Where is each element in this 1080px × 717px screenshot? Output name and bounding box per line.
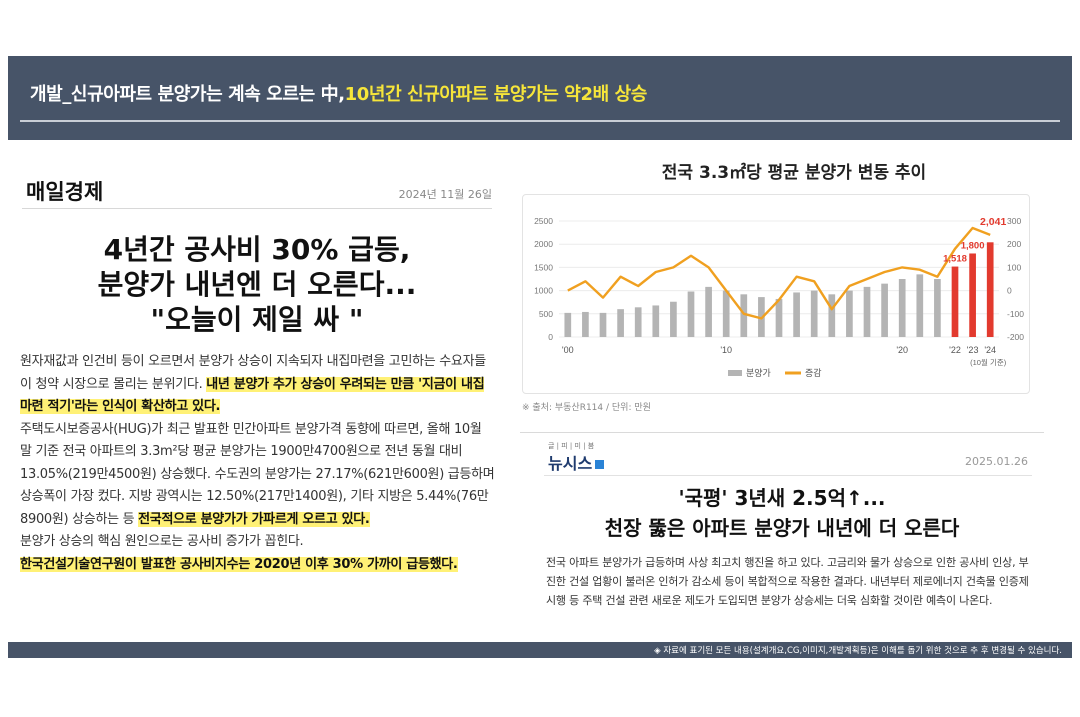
- price-bar: [740, 294, 748, 337]
- headline-line-1: '국평' 3년새 2.5억↑...: [678, 486, 886, 510]
- logo-square-icon: [595, 460, 605, 469]
- price-bar: [775, 298, 783, 337]
- header-divider: [544, 475, 1032, 476]
- legend-bar-label: 분양가: [746, 368, 771, 378]
- article-date: 2024년 11월 26일: [398, 188, 492, 201]
- price-bar: [670, 301, 677, 337]
- title-banner: 개발_신규아파트 분양가는 계속 오르는 中,10년간 신규아파트 분양가는 약…: [8, 56, 1072, 140]
- headline-line-2: 분양가 내년엔 더 오른다...: [97, 268, 417, 301]
- body-sentence: 주택도시보증공사(HUG)가 최근 발표한 민간아파트 분양가격 동향에 따르면…: [20, 421, 495, 527]
- price-bar: [810, 290, 818, 337]
- chart-title: 전국 3.3㎡당 평균 분양가 변동 추이: [661, 163, 927, 183]
- right-axis-tick-label: -100: [1007, 309, 1024, 319]
- banner-title-main: 개발_신규아파트 분양가는 계속 오르는 中,: [30, 84, 345, 105]
- price-bar: [687, 291, 695, 337]
- price-bar: [934, 279, 941, 337]
- data-label: 2,041: [980, 216, 1006, 228]
- article-headline: 4년간 공사비 30% 급등, 분양가 내년엔 더 오른다... "오늘이 제일…: [12, 232, 502, 337]
- price-trend-chart: 0 500 1000 1500 2000 2500 -200 -100 0 100 200 300 1,…: [534, 216, 1024, 378]
- logo-tagline: 글 | 피 | 미 | 붐: [548, 442, 595, 450]
- right-axis-tick-label: 0: [1007, 286, 1012, 296]
- left-axis-tick-label: 1000: [534, 286, 553, 296]
- x-axis-tick-label: '00: [562, 345, 574, 355]
- article-date: 2025.01.26: [965, 455, 1028, 468]
- x-axis-tick-label: '24: [984, 345, 996, 355]
- headline-line-2: 천장 뚫은 아파트 분양가 내년에 더 오른다: [604, 516, 960, 540]
- left-axis-tick-label: 0: [548, 332, 553, 342]
- price-bar: [705, 286, 712, 337]
- left-axis-tick-label: 2500: [534, 216, 553, 226]
- news-clipping-maeil: 매일경제 2024년 11월 26일 4년간 공사비 30% 급등, 분양가 내…: [12, 160, 502, 632]
- price-bar: [828, 294, 836, 337]
- price-bar: [881, 283, 888, 337]
- banner-title-highlight: 10년간 신규아파트 분양가는 약2배 상승: [344, 84, 648, 105]
- chart-source: ※ 출처: 부동산R114 / 단위: 만원: [522, 403, 651, 413]
- footer-bar: ◈ 자료에 표기된 모든 내용(설계개요,CG,이미지,개발계획등)은 이해를 …: [8, 642, 1072, 658]
- newspaper-logo-text: 뉴시스: [548, 454, 593, 473]
- price-bar: [582, 311, 589, 337]
- price-bar: [722, 290, 730, 337]
- price-bar: [564, 312, 572, 337]
- price-bar: [599, 312, 607, 337]
- x-axis-note: (10월 기준): [970, 357, 1007, 367]
- article-headline: '국평' 3년새 2.5억↑... 천장 뚫은 아파트 분양가 내년에 더 오른…: [520, 483, 1044, 543]
- right-axis-tick-label: -200: [1007, 332, 1024, 342]
- x-axis-tick-label: '23: [967, 345, 979, 355]
- disclaimer-note: ◈ 자료에 표기된 모든 내용(설계개요,CG,이미지,개발계획등)은 이해를 …: [654, 646, 1062, 656]
- price-bar: [793, 292, 800, 337]
- headline-line-3: "오늘이 제일 싸 ": [150, 303, 364, 336]
- price-bar: [898, 279, 906, 337]
- x-axis-tick-label: '22: [949, 345, 961, 355]
- price-bar: [986, 242, 994, 337]
- price-bar: [617, 309, 624, 337]
- body-sentence: 원자재값과 인건비 등이 오르면서 분양가 상승이 지속되자 내집마련을 고민하…: [20, 354, 486, 392]
- price-bar: [846, 290, 853, 337]
- data-label: 1,518: [943, 254, 967, 265]
- x-axis-tick-label: '20: [896, 345, 908, 355]
- right-axis-tick-label: 300: [1007, 216, 1021, 226]
- price-bar: [969, 253, 976, 337]
- right-axis-tick-label: 200: [1007, 239, 1021, 249]
- price-bar: [916, 274, 924, 337]
- chart-frame: 0 500 1000 1500 2000 2500 -200 -100 0 100 200 300 1,…: [522, 194, 1030, 394]
- newspaper-name: 매일경제: [26, 179, 104, 204]
- legend-line-label: 증감: [805, 367, 822, 378]
- price-bar: [652, 305, 660, 337]
- change-line: [567, 226, 991, 320]
- news-clipping-newsis: 글 | 피 | 미 | 붐 뉴시스 2025.01.26 '국평' 3년새 2.…: [520, 432, 1044, 632]
- banner-divider: [20, 120, 1060, 122]
- price-trend-chart-card: 전국 3.3㎡당 평균 분양가 변동 추이 0 500 1000 1500 2000 25…: [518, 148, 1070, 416]
- legend-bar-swatch: [728, 370, 742, 376]
- price-bar: [634, 307, 642, 337]
- left-axis-tick-label: 1500: [534, 262, 553, 272]
- article-body: 전국 아파트 분양가가 급등하며 사상 최고치 행진을 하고 있다. 고금리와 …: [546, 556, 1029, 607]
- price-bar: [863, 286, 871, 337]
- data-label: 1,800: [961, 240, 985, 251]
- banner-title: 개발_신규아파트 분양가는 계속 오르는 中,10년간 신규아파트 분양가는 약…: [30, 80, 647, 106]
- article-body: 원자재값과 인건비 등이 오르면서 분양가 상승이 지속되자 내집마련을 고민하…: [20, 351, 496, 576]
- highlighted-sentence: 전국적으로 분양가가 가파르게 오르고 있다.: [138, 511, 370, 527]
- right-axis-tick-label: 100: [1007, 262, 1021, 272]
- body-sentence: 분양가 상승의 핵심 원인으로는 공사비 증가가 꼽힌다.: [20, 534, 304, 549]
- newspaper-logo: 뉴시스: [548, 450, 605, 474]
- x-axis-tick-label: '10: [720, 345, 732, 355]
- header-divider: [22, 208, 492, 209]
- left-axis-tick-label: 2000: [534, 239, 553, 249]
- left-axis-tick-label: 500: [539, 309, 553, 319]
- headline-line-1: 4년간 공사비 30% 급등,: [103, 233, 411, 266]
- price-bar: [951, 266, 959, 337]
- highlighted-sentence: 한국건설기술연구원이 발표한 공사비지수는 2020년 이후 30% 가까이 급…: [20, 556, 458, 572]
